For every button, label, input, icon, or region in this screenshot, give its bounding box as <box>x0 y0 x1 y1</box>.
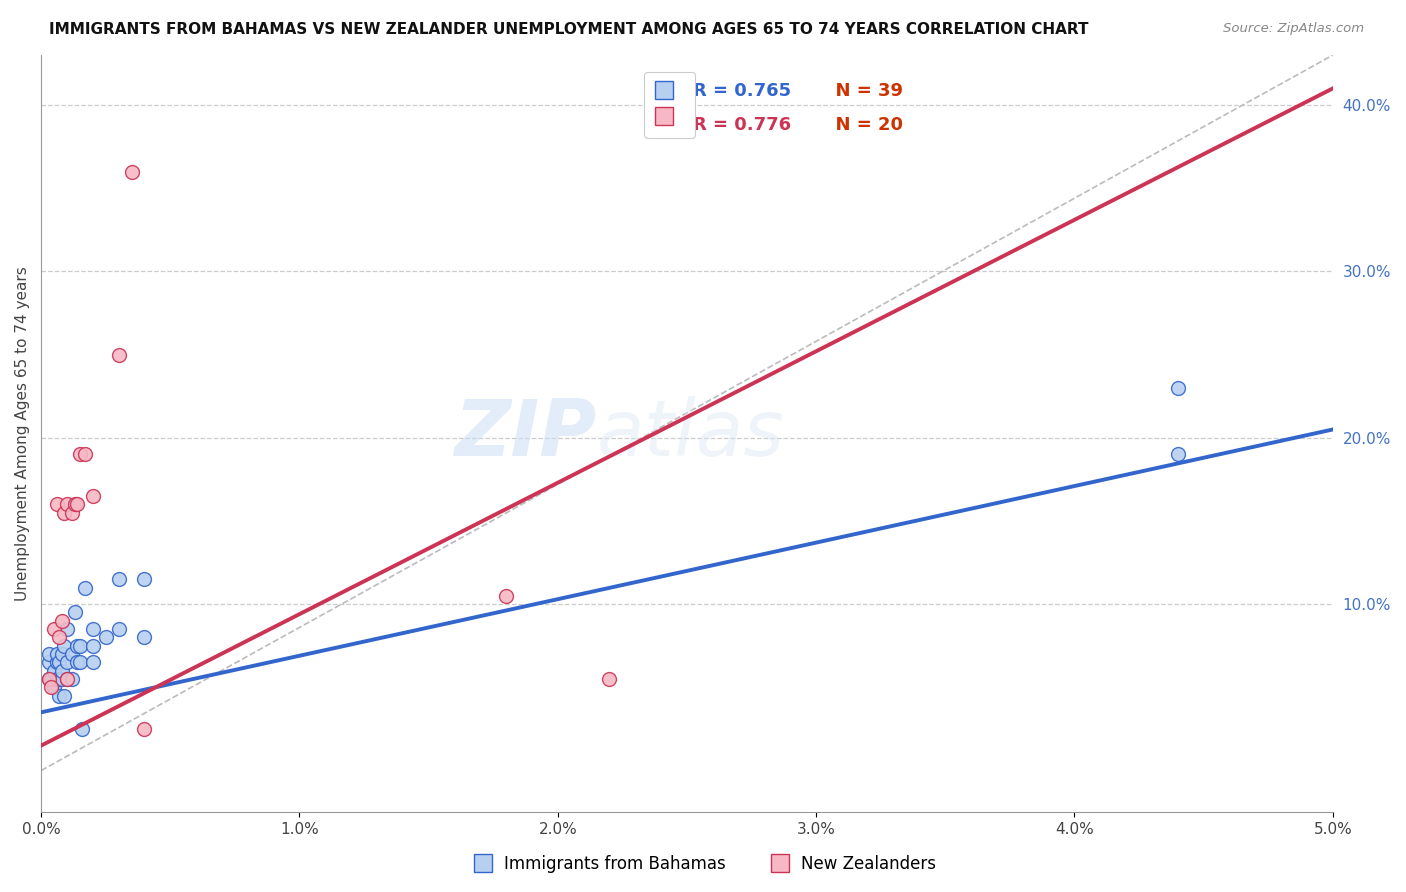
Point <box>53 506 76 520</box>
Text: atlas: atlas <box>596 396 785 472</box>
Text: IMMIGRANTS FROM BAHAMAS VS NEW ZEALANDER UNEMPLOYMENT AMONG AGES 65 TO 74 YEARS : IMMIGRANTS FROM BAHAMAS VS NEW ZEALANDER… <box>49 22 1088 37</box>
Point <box>41 681 63 695</box>
Point <box>42 681 65 695</box>
Point <box>107 348 129 362</box>
Point <box>51 672 73 686</box>
Point <box>42 622 65 636</box>
Point <box>60 672 83 686</box>
Point <box>495 589 517 603</box>
Point <box>45 497 67 511</box>
Point <box>38 647 60 661</box>
Text: N = 20: N = 20 <box>823 116 903 134</box>
Point <box>134 631 156 645</box>
Point <box>48 656 70 670</box>
Point <box>121 164 143 178</box>
Point <box>82 622 104 636</box>
Text: ZIP: ZIP <box>454 396 596 472</box>
Point <box>48 672 70 686</box>
Point <box>598 672 620 686</box>
Point <box>38 672 60 686</box>
Point <box>56 672 79 686</box>
Point <box>134 572 156 586</box>
Point <box>45 647 67 661</box>
Point <box>66 639 89 653</box>
Point <box>51 614 73 628</box>
Point <box>38 672 60 686</box>
Point <box>48 689 70 703</box>
Point <box>38 656 60 670</box>
Y-axis label: Unemployment Among Ages 65 to 74 years: Unemployment Among Ages 65 to 74 years <box>15 267 30 601</box>
Point <box>69 447 91 461</box>
Point <box>82 489 104 503</box>
Point <box>82 639 104 653</box>
Text: R = 0.765: R = 0.765 <box>693 82 792 101</box>
Point <box>53 689 76 703</box>
Point <box>66 497 89 511</box>
Text: N = 39: N = 39 <box>823 82 903 101</box>
Point <box>48 631 70 645</box>
Point <box>45 672 67 686</box>
Point <box>60 506 83 520</box>
Point <box>1167 447 1189 461</box>
Point <box>63 606 86 620</box>
Point <box>42 664 65 678</box>
Point <box>107 622 129 636</box>
Legend: Immigrants from Bahamas, New Zealanders: Immigrants from Bahamas, New Zealanders <box>464 848 942 880</box>
Point <box>51 647 73 661</box>
Point <box>134 722 156 736</box>
Point <box>56 656 79 670</box>
Text: Source: ZipAtlas.com: Source: ZipAtlas.com <box>1223 22 1364 36</box>
Point <box>45 656 67 670</box>
Point <box>66 656 89 670</box>
Point <box>51 664 73 678</box>
Point <box>73 447 96 461</box>
Point <box>82 656 104 670</box>
Legend:  ,  : , <box>644 71 695 137</box>
Point <box>73 581 96 595</box>
Point <box>69 639 91 653</box>
Point <box>41 672 63 686</box>
Point <box>94 631 117 645</box>
Point <box>63 497 86 511</box>
Point <box>69 656 91 670</box>
Point <box>107 572 129 586</box>
Point <box>60 647 83 661</box>
Point <box>56 622 79 636</box>
Point <box>72 722 94 736</box>
Point <box>53 639 76 653</box>
Point <box>56 672 79 686</box>
Point <box>56 497 79 511</box>
Point <box>1167 381 1189 395</box>
Text: R = 0.776: R = 0.776 <box>693 116 792 134</box>
